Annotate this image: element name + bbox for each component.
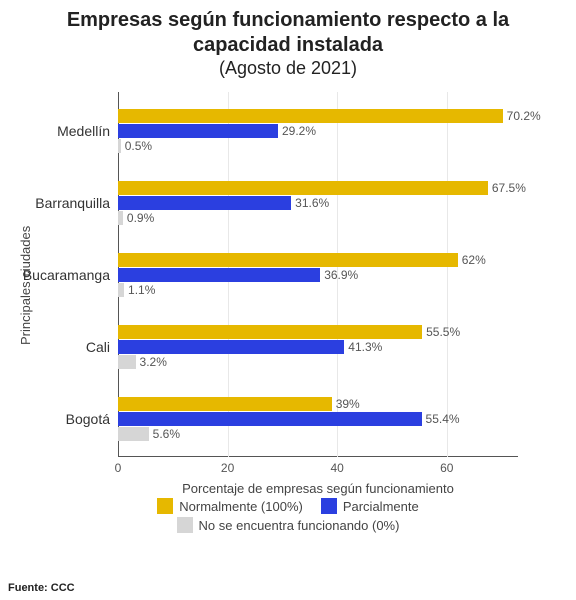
bar-value-label: 55.5% — [422, 325, 460, 339]
x-tick-label: 40 — [330, 457, 343, 475]
bar — [118, 181, 488, 195]
legend-item: No se encuentra funcionando (0%) — [177, 517, 400, 533]
bar — [118, 268, 320, 282]
title-line-2: capacidad instalada — [193, 34, 383, 56]
category-label: Cali — [86, 339, 118, 355]
category-label: Medellín — [57, 123, 118, 139]
bar-value-label: 39% — [332, 397, 360, 411]
source-label: Fuente: CCC — [8, 582, 75, 594]
bar-value-label: 3.2% — [136, 355, 167, 369]
plot-area: 0204060Medellín70.2%29.2%0.5%Barranquill… — [118, 92, 518, 457]
legend-label: Normalmente (100%) — [179, 499, 303, 514]
bar — [118, 253, 458, 267]
bar-value-label: 67.5% — [488, 181, 526, 195]
bar-value-label: 31.6% — [291, 196, 329, 210]
legend-label: Parcialmente — [343, 499, 419, 514]
bar-value-label: 29.2% — [278, 124, 316, 138]
bar — [118, 196, 291, 210]
legend-swatch — [321, 498, 337, 514]
bar — [118, 412, 422, 426]
chart-title: Empresas según funcionamiento respecto a… — [0, 0, 576, 58]
y-axis-label: Principales ciudades — [18, 225, 33, 344]
legend-swatch — [157, 498, 173, 514]
bar-value-label: 0.9% — [123, 211, 154, 225]
x-tick-label: 0 — [115, 457, 122, 475]
title-line-1: Empresas según funcionamiento respecto a… — [67, 9, 509, 31]
x-axis-label: Porcentaje de empresas según funcionamie… — [118, 481, 518, 496]
legend-swatch — [177, 517, 193, 533]
bar — [118, 124, 278, 138]
bar — [118, 325, 422, 339]
x-tick-label: 60 — [440, 457, 453, 475]
bar — [118, 109, 503, 123]
x-axis-line — [118, 456, 518, 457]
bar — [118, 355, 136, 369]
legend-label: No se encuentra funcionando (0%) — [199, 518, 400, 533]
bar-value-label: 36.9% — [320, 268, 358, 282]
category-label: Bogotá — [66, 411, 118, 427]
legend: Normalmente (100%) Parcialmente No se encu… — [0, 498, 576, 536]
bar-value-label: 70.2% — [503, 109, 541, 123]
legend-item: Parcialmente — [321, 498, 419, 514]
category-label: Barranquilla — [35, 195, 118, 211]
bar — [118, 340, 344, 354]
x-tick-label: 20 — [221, 457, 234, 475]
bar — [118, 427, 149, 441]
bar — [118, 397, 332, 411]
grid-line — [447, 92, 448, 457]
bar-value-label: 5.6% — [149, 427, 180, 441]
bar-value-label: 1.1% — [124, 283, 155, 297]
chart-subtitle: (Agosto de 2021) — [0, 58, 576, 83]
bar-value-label: 55.4% — [422, 412, 460, 426]
bar-value-label: 0.5% — [121, 139, 152, 153]
chart-area: Principales ciudades 0204060Medellín70.2… — [0, 92, 576, 457]
bar-value-label: 62% — [458, 253, 486, 267]
legend-item: Normalmente (100%) — [157, 498, 303, 514]
category-label: Bucaramanga — [23, 267, 118, 283]
bar-value-label: 41.3% — [344, 340, 382, 354]
